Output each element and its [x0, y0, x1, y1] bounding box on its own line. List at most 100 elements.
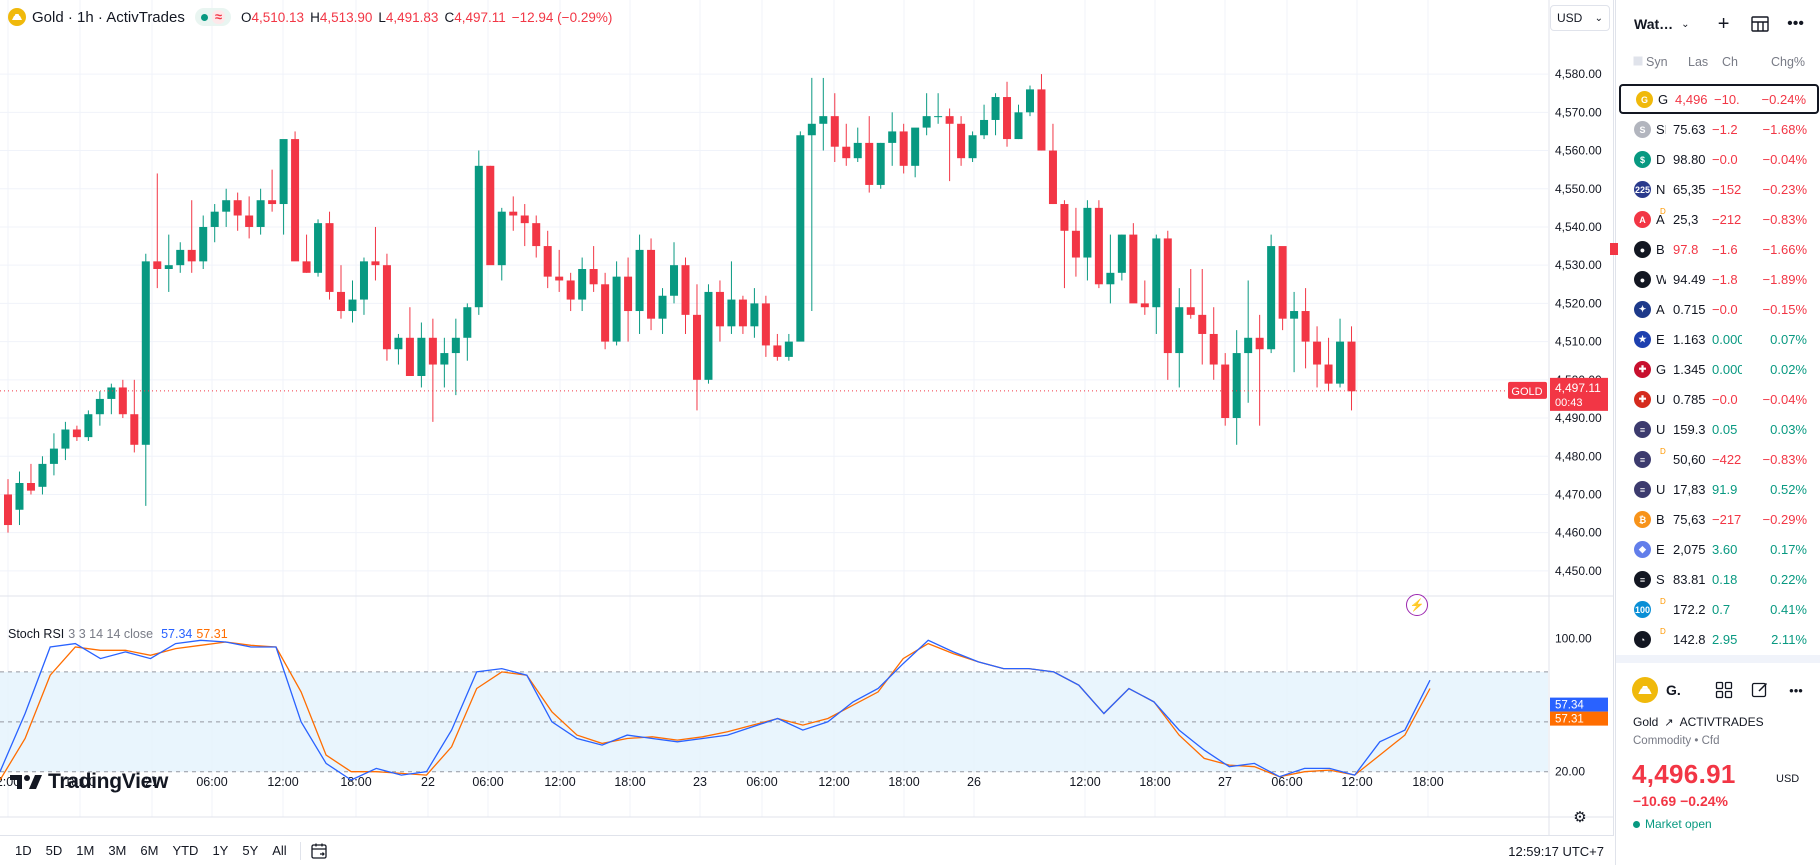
symbol-logo-icon: ●: [1634, 271, 1651, 288]
candle-body: [1244, 337, 1253, 354]
symbol-logo-icon: ✚: [1634, 361, 1651, 378]
watchlist-symbol: D: [1656, 152, 1666, 167]
candle-body: [474, 165, 483, 308]
watchlist-row[interactable]: 100 D 172.2 0.7 0.41%: [1616, 594, 1820, 624]
col-change-pct[interactable]: Chg%: [1771, 55, 1806, 69]
symbol-title[interactable]: Gold · 1h · ActivTrades: [32, 8, 185, 26]
range-button-3m[interactable]: 3M: [108, 843, 127, 858]
watchlist-row[interactable]: ◆ E 2,075 3.60 0.17%: [1616, 534, 1820, 564]
external-link-icon[interactable]: ↗: [1664, 716, 1674, 729]
settings-gear-icon[interactable]: ⚙: [1573, 809, 1587, 826]
watchlist-row[interactable]: ● B 97.8 −1.6 −1.66%: [1610, 234, 1820, 264]
candle-body: [256, 200, 265, 227]
symbol-logo-icon: G: [1636, 91, 1653, 108]
watchlist-symbol: W: [1656, 272, 1666, 287]
candle-body: [957, 123, 966, 159]
chevron-down-icon[interactable]: ⌄: [1681, 18, 1690, 30]
watchlist-row[interactable]: ₿ B 75,63 −217 −0.29%: [1616, 504, 1820, 534]
ohlc-open: O4,510.13: [240, 9, 305, 25]
symbol-logo-icon: $: [1634, 151, 1651, 168]
candle-body: [1037, 89, 1046, 151]
candle-body: [141, 261, 150, 445]
col-change[interactable]: Ch: [1722, 55, 1738, 69]
gold-logo-icon: [8, 8, 26, 26]
price-chart[interactable]: 4,580.00 4,570.00 4,560.00 4,550.00 4,540.00…: [0, 0, 1614, 835]
watchlist-row[interactable]: S SI 75.63 −1.2 −1.68%: [1616, 114, 1820, 144]
range-button-6m[interactable]: 6M: [140, 843, 159, 858]
candle-body: [520, 215, 529, 224]
watchlist-row[interactable]: 225 N 65,35 −152 −0.23%: [1616, 174, 1820, 204]
watchlist-change-pct: −0.83%: [1762, 452, 1807, 467]
symbol-logo-icon: S: [1634, 121, 1651, 138]
candle-body: [1278, 246, 1287, 319]
range-button-ytd[interactable]: YTD: [172, 843, 199, 858]
watchlist-title[interactable]: Wat…: [1634, 16, 1674, 32]
col-last[interactable]: Las: [1688, 55, 1709, 69]
candle-body: [497, 211, 506, 266]
range-button-1m[interactable]: 1M: [76, 843, 95, 858]
lightning-icon[interactable]: ⚡: [1406, 594, 1428, 616]
flag-marker-icon[interactable]: [1610, 243, 1618, 255]
more-options-icon[interactable]: •••: [1789, 682, 1803, 698]
range-button-5d[interactable]: 5D: [45, 843, 63, 858]
col-symbol[interactable]: Syn: [1646, 55, 1668, 69]
watchlist-row[interactable]: ≡ U 159.3 0.05 0.03%: [1616, 414, 1820, 444]
stoch-d-tag: 57.31: [1555, 714, 1584, 726]
symbol-logo-icon: ₿: [1634, 511, 1651, 528]
watchlist-row[interactable]: ≡ D 50,60 −422 −0.83%: [1616, 444, 1820, 474]
utc-clock[interactable]: 12:59:17 UTC+7: [1508, 844, 1604, 859]
candle-body: [1209, 333, 1218, 365]
chart-area[interactable]: 4,580.00 4,570.00 4,560.00 4,550.00 4,540.00…: [0, 0, 1614, 865]
watchlist-row[interactable]: ✚ U 0.785 −0.0 −0.04%: [1616, 384, 1820, 414]
symbol-details: G. ••• Gold ↗ ACTIVTRADES Commodity • Cf…: [1616, 663, 1820, 865]
panel-divider[interactable]: [1616, 655, 1820, 663]
watchlist-symbol: E: [1656, 332, 1665, 347]
details-exchange[interactable]: ACTIVTRADES: [1679, 715, 1764, 729]
watchlist-row[interactable]: ≡ U 17,83 91.9 0.52%: [1616, 474, 1820, 504]
details-symbol[interactable]: G.: [1666, 682, 1681, 698]
candle-body: [1140, 303, 1149, 308]
candle-body: [532, 223, 541, 247]
watchlist-change: 0.7: [1712, 602, 1731, 617]
symbol-logo-icon: ●: [1634, 241, 1651, 258]
watchlist-row[interactable]: ✚ G 1.345 0.000 0.02%: [1616, 354, 1820, 384]
watchlist-last: 83.81: [1673, 572, 1706, 587]
stoch-d-tag-bg: [1550, 711, 1608, 726]
candle-body: [325, 223, 334, 292]
watchlist-row[interactable]: ★ E 1.163 0.000 0.07%: [1616, 324, 1820, 354]
advanced-view-icon[interactable]: [1746, 10, 1774, 38]
checkbox-icon[interactable]: [1633, 55, 1643, 69]
range-button-1d[interactable]: 1D: [15, 843, 32, 858]
range-button-5y[interactable]: 5Y: [242, 843, 259, 858]
candle-body: [796, 135, 805, 342]
price-tick-label: 4,560.00: [1555, 144, 1602, 158]
watchlist-change: 0.18: [1712, 572, 1738, 587]
range-button-all[interactable]: All: [272, 843, 287, 858]
edit-note-icon[interactable]: [1746, 676, 1774, 704]
range-button-1y[interactable]: 1Y: [212, 843, 229, 858]
watchlist-row[interactable]: ● W 94.49 −1.8 −1.89%: [1616, 264, 1820, 294]
more-options-icon[interactable]: •••: [1787, 15, 1804, 32]
watchlist-row[interactable]: G G 4,496 −10. −0.24%: [1619, 84, 1819, 114]
calendar-goto-icon[interactable]: [307, 839, 331, 863]
price-tick-label: 4,540.00: [1555, 220, 1602, 234]
candle-body: [738, 299, 747, 327]
watchlist-row[interactable]: ◔ D 142.8 2.95 2.11%: [1616, 624, 1820, 654]
currency-selector[interactable]: USD ⌄: [1550, 5, 1610, 31]
watchlist-row[interactable]: $ D 98.80 −0.0 −0.04%: [1616, 144, 1820, 174]
layout-grid-icon[interactable]: [1710, 676, 1738, 704]
price-tick-label: 4,490.00: [1555, 411, 1602, 425]
chevron-down-icon: ⌄: [1594, 12, 1603, 24]
watchlist-change-pct: 0.22%: [1770, 572, 1807, 587]
stoch-rsi-legend[interactable]: Stoch RSI 3 3 14 14 close 57.34 57.31: [8, 627, 228, 641]
symbol-logo-icon: 225: [1634, 181, 1651, 198]
price-tick-label: 4,550.00: [1555, 182, 1602, 196]
market-status: Market open: [1633, 817, 1712, 831]
candle-body: [601, 284, 610, 342]
add-symbol-icon[interactable]: +: [1717, 12, 1730, 35]
market-status-badge[interactable]: ≈: [194, 8, 231, 26]
tradingview-logo[interactable]: TradingView: [10, 770, 168, 794]
watchlist-row[interactable]: A D A 25,3 −212 −0.83%: [1616, 204, 1820, 234]
watchlist-row[interactable]: ✦ A 0.715 −0.0 −0.15%: [1616, 294, 1820, 324]
watchlist-row[interactable]: ≡ S 83.81 0.18 0.22%: [1616, 564, 1820, 594]
